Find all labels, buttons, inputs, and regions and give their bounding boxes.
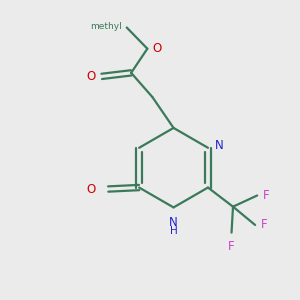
Text: H: H [170, 226, 177, 236]
Text: F: F [228, 240, 235, 253]
Text: N: N [214, 139, 223, 152]
Text: N: N [169, 216, 178, 229]
Text: O: O [86, 70, 95, 83]
Text: O: O [153, 42, 162, 55]
Text: F: F [262, 189, 269, 202]
Text: methyl: methyl [91, 22, 122, 31]
Text: F: F [260, 218, 267, 231]
Text: O: O [86, 182, 95, 196]
